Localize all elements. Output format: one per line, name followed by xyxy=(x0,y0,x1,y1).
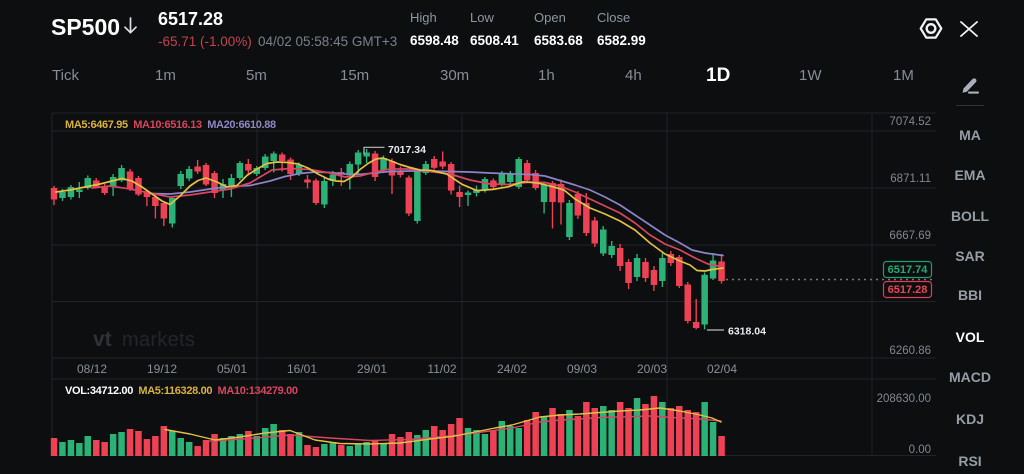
svg-text:vt: vt xyxy=(93,328,112,351)
svg-text:6517.28: 6517.28 xyxy=(888,284,928,296)
svg-text:7017.34: 7017.34 xyxy=(388,144,426,156)
svg-text:6318.04: 6318.04 xyxy=(728,326,766,338)
svg-text:markets: markets xyxy=(122,329,195,351)
svg-text:6517.74: 6517.74 xyxy=(888,264,929,276)
